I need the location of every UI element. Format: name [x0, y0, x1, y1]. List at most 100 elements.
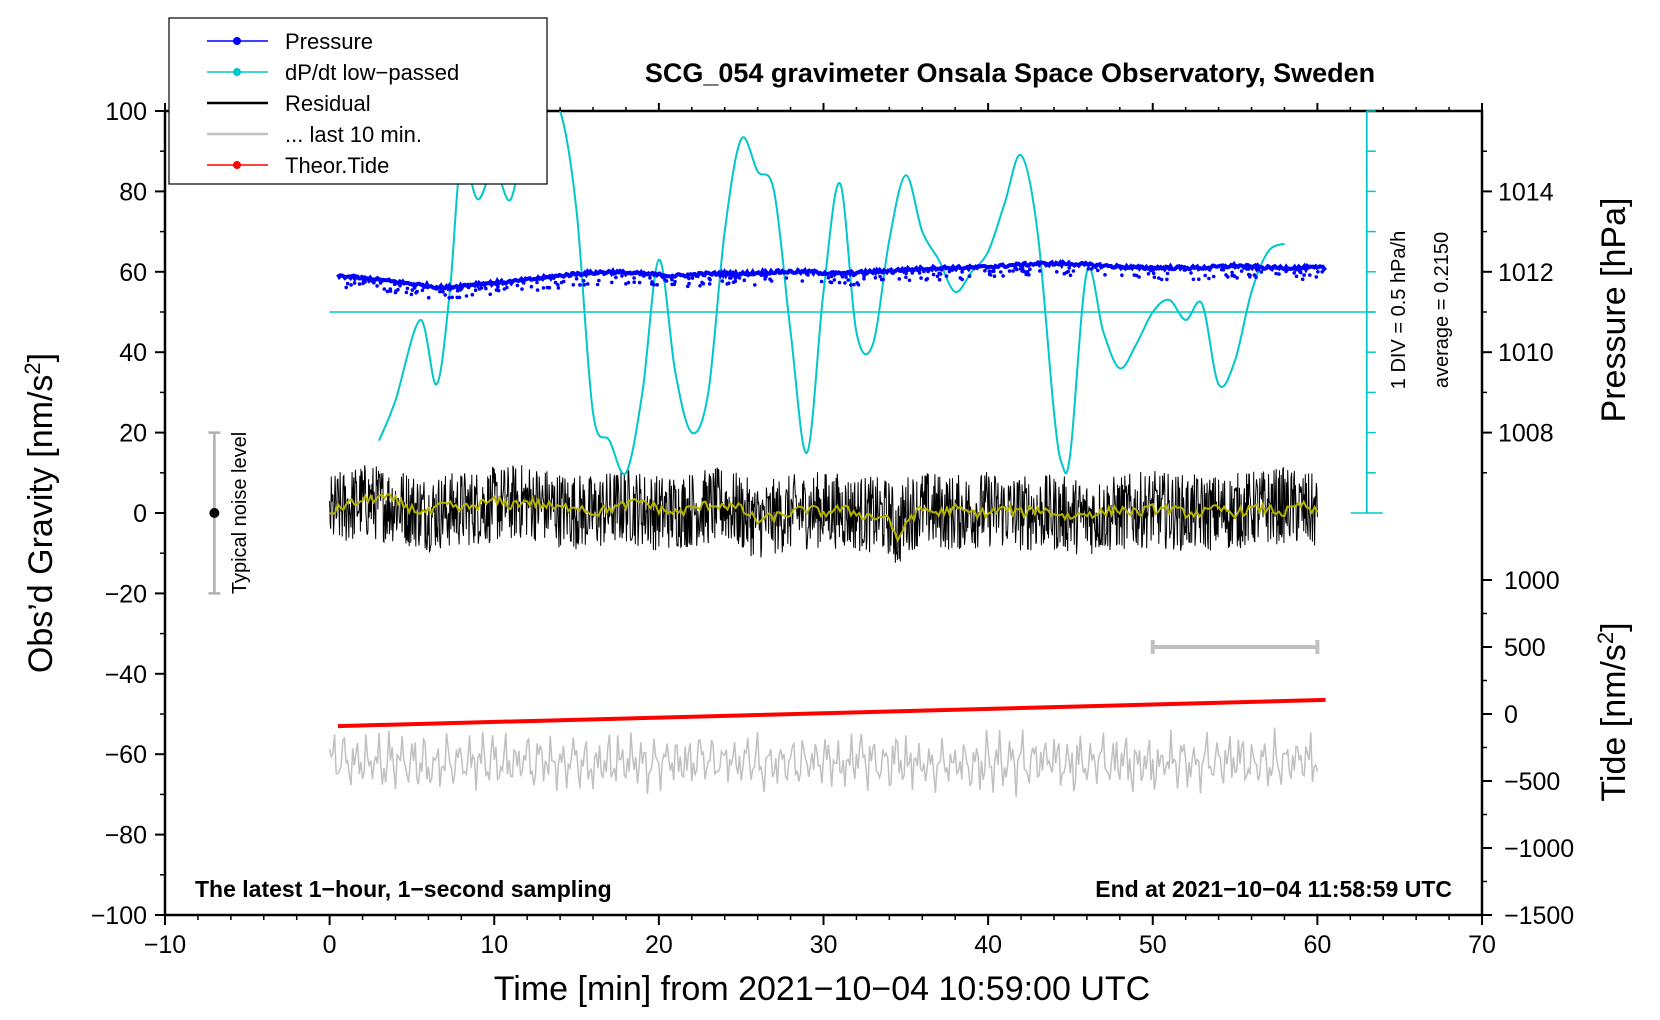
legend-label: dP/dt low−passed — [285, 60, 459, 85]
pressure-point — [851, 273, 856, 278]
residual-line — [329, 465, 1318, 563]
dpdt-series-layer — [378, 111, 1285, 476]
legend-marker — [233, 68, 241, 76]
pressure-point — [806, 273, 810, 277]
x-tick-label: 60 — [1303, 931, 1331, 959]
pressure-point — [759, 273, 764, 278]
x-tick-label: 40 — [974, 931, 1002, 959]
pressure-point — [1146, 271, 1151, 276]
pressure-point — [1300, 277, 1305, 282]
pressure-point — [1302, 273, 1306, 277]
residual-series-layer — [329, 465, 1318, 563]
pressure-point — [917, 271, 922, 275]
x-tick-label: 70 — [1468, 931, 1496, 959]
pressure-point — [535, 280, 539, 285]
pressure-point — [960, 277, 964, 282]
pressure-series-layer — [336, 258, 1328, 300]
pressure-point — [844, 275, 848, 279]
pressure-point — [405, 286, 410, 291]
pressure-point — [852, 282, 856, 287]
pressure-point — [1297, 269, 1302, 273]
pressure-point — [585, 282, 590, 286]
tide-series-layer — [337, 697, 1326, 729]
pressure-point — [828, 280, 832, 284]
y-tick-label: −100 — [91, 902, 147, 930]
pressure-point — [571, 283, 576, 287]
pressure-point — [447, 296, 452, 300]
pressure-point — [925, 277, 930, 281]
pressure-point — [556, 286, 561, 290]
pressure-point — [1020, 267, 1025, 271]
pressure-point — [891, 271, 896, 275]
pressure-point — [1294, 274, 1299, 279]
y-tick-label: −80 — [105, 822, 147, 850]
pressure-point — [1149, 268, 1153, 273]
pressure-point — [494, 288, 499, 292]
pressure-point — [1244, 267, 1249, 271]
pressure-tick-label: 1010 — [1498, 339, 1554, 367]
pressure-point — [529, 284, 534, 289]
pressure-point — [729, 276, 733, 280]
y-axis-title-left: Obs’d Gravity [nm/s2] — [20, 353, 60, 673]
pressure-point — [937, 277, 942, 282]
pressure-point — [720, 279, 725, 283]
pressure-point — [1067, 266, 1071, 270]
pressure-point — [1151, 271, 1156, 276]
y-tick-label: 40 — [119, 339, 147, 367]
x-tick-label: 30 — [810, 931, 838, 959]
y-tick-label: 60 — [119, 259, 147, 287]
pressure-point — [1219, 267, 1224, 272]
legend-entries: Pressure dP/dt low−passed Residual ... last… — [207, 29, 459, 178]
pressure-point — [826, 275, 831, 280]
pressure-point — [455, 295, 460, 300]
pressure-point — [1203, 273, 1207, 278]
pressure-point — [393, 290, 398, 295]
pressure-point — [535, 288, 540, 292]
pressure-point — [1226, 275, 1230, 279]
pressure-point — [345, 281, 350, 286]
tide-tick-label: 0 — [1504, 701, 1518, 729]
pressure-point — [904, 271, 908, 276]
pressure-point — [484, 286, 488, 291]
pressure-point — [1165, 277, 1169, 282]
pressure-point — [1314, 275, 1319, 279]
tide-axis-title-sup: 2 — [1593, 632, 1618, 644]
pressure-point — [1024, 272, 1028, 277]
pressure-point — [556, 283, 560, 287]
pressure-point — [1011, 269, 1015, 273]
pressure-point — [637, 280, 642, 285]
y-tick-label: 80 — [119, 178, 147, 206]
pressure-point — [1320, 270, 1324, 274]
pressure-point — [931, 272, 936, 277]
dpdt-line — [378, 111, 1285, 476]
pressure-point — [919, 276, 923, 280]
pressure-point — [1211, 274, 1216, 279]
pressure-point — [967, 274, 972, 279]
pressure-point — [1208, 268, 1212, 272]
pressure-point — [992, 274, 997, 279]
pressure-point — [1274, 271, 1278, 276]
pressure-line — [336, 258, 1328, 294]
pressure-point — [409, 292, 414, 297]
y-tick-label: 100 — [105, 98, 147, 126]
pressure-point — [960, 270, 964, 274]
pressure-point — [1191, 277, 1196, 282]
pressure-tick-label: 1008 — [1498, 420, 1554, 448]
legend-label: Pressure — [285, 29, 373, 54]
pressure-point — [725, 282, 729, 286]
pressure-point — [404, 290, 409, 295]
pressure-point — [881, 277, 885, 282]
pressure-point — [412, 286, 417, 290]
pressure-point — [438, 289, 442, 294]
pressure-point — [670, 277, 674, 282]
pressure-point — [382, 287, 387, 291]
pressure-point — [992, 269, 996, 274]
pressure-point — [840, 275, 845, 279]
tide-axis-ticks: 1000 500 0 −500 −1000 −1500 — [1482, 567, 1574, 930]
pressure-point — [1086, 267, 1091, 271]
pressure-point — [602, 272, 606, 277]
pressure-point — [1068, 273, 1073, 278]
pressure-point — [1165, 271, 1170, 276]
legend-label: ... last 10 min. — [285, 122, 422, 147]
pressure-point — [800, 279, 805, 283]
